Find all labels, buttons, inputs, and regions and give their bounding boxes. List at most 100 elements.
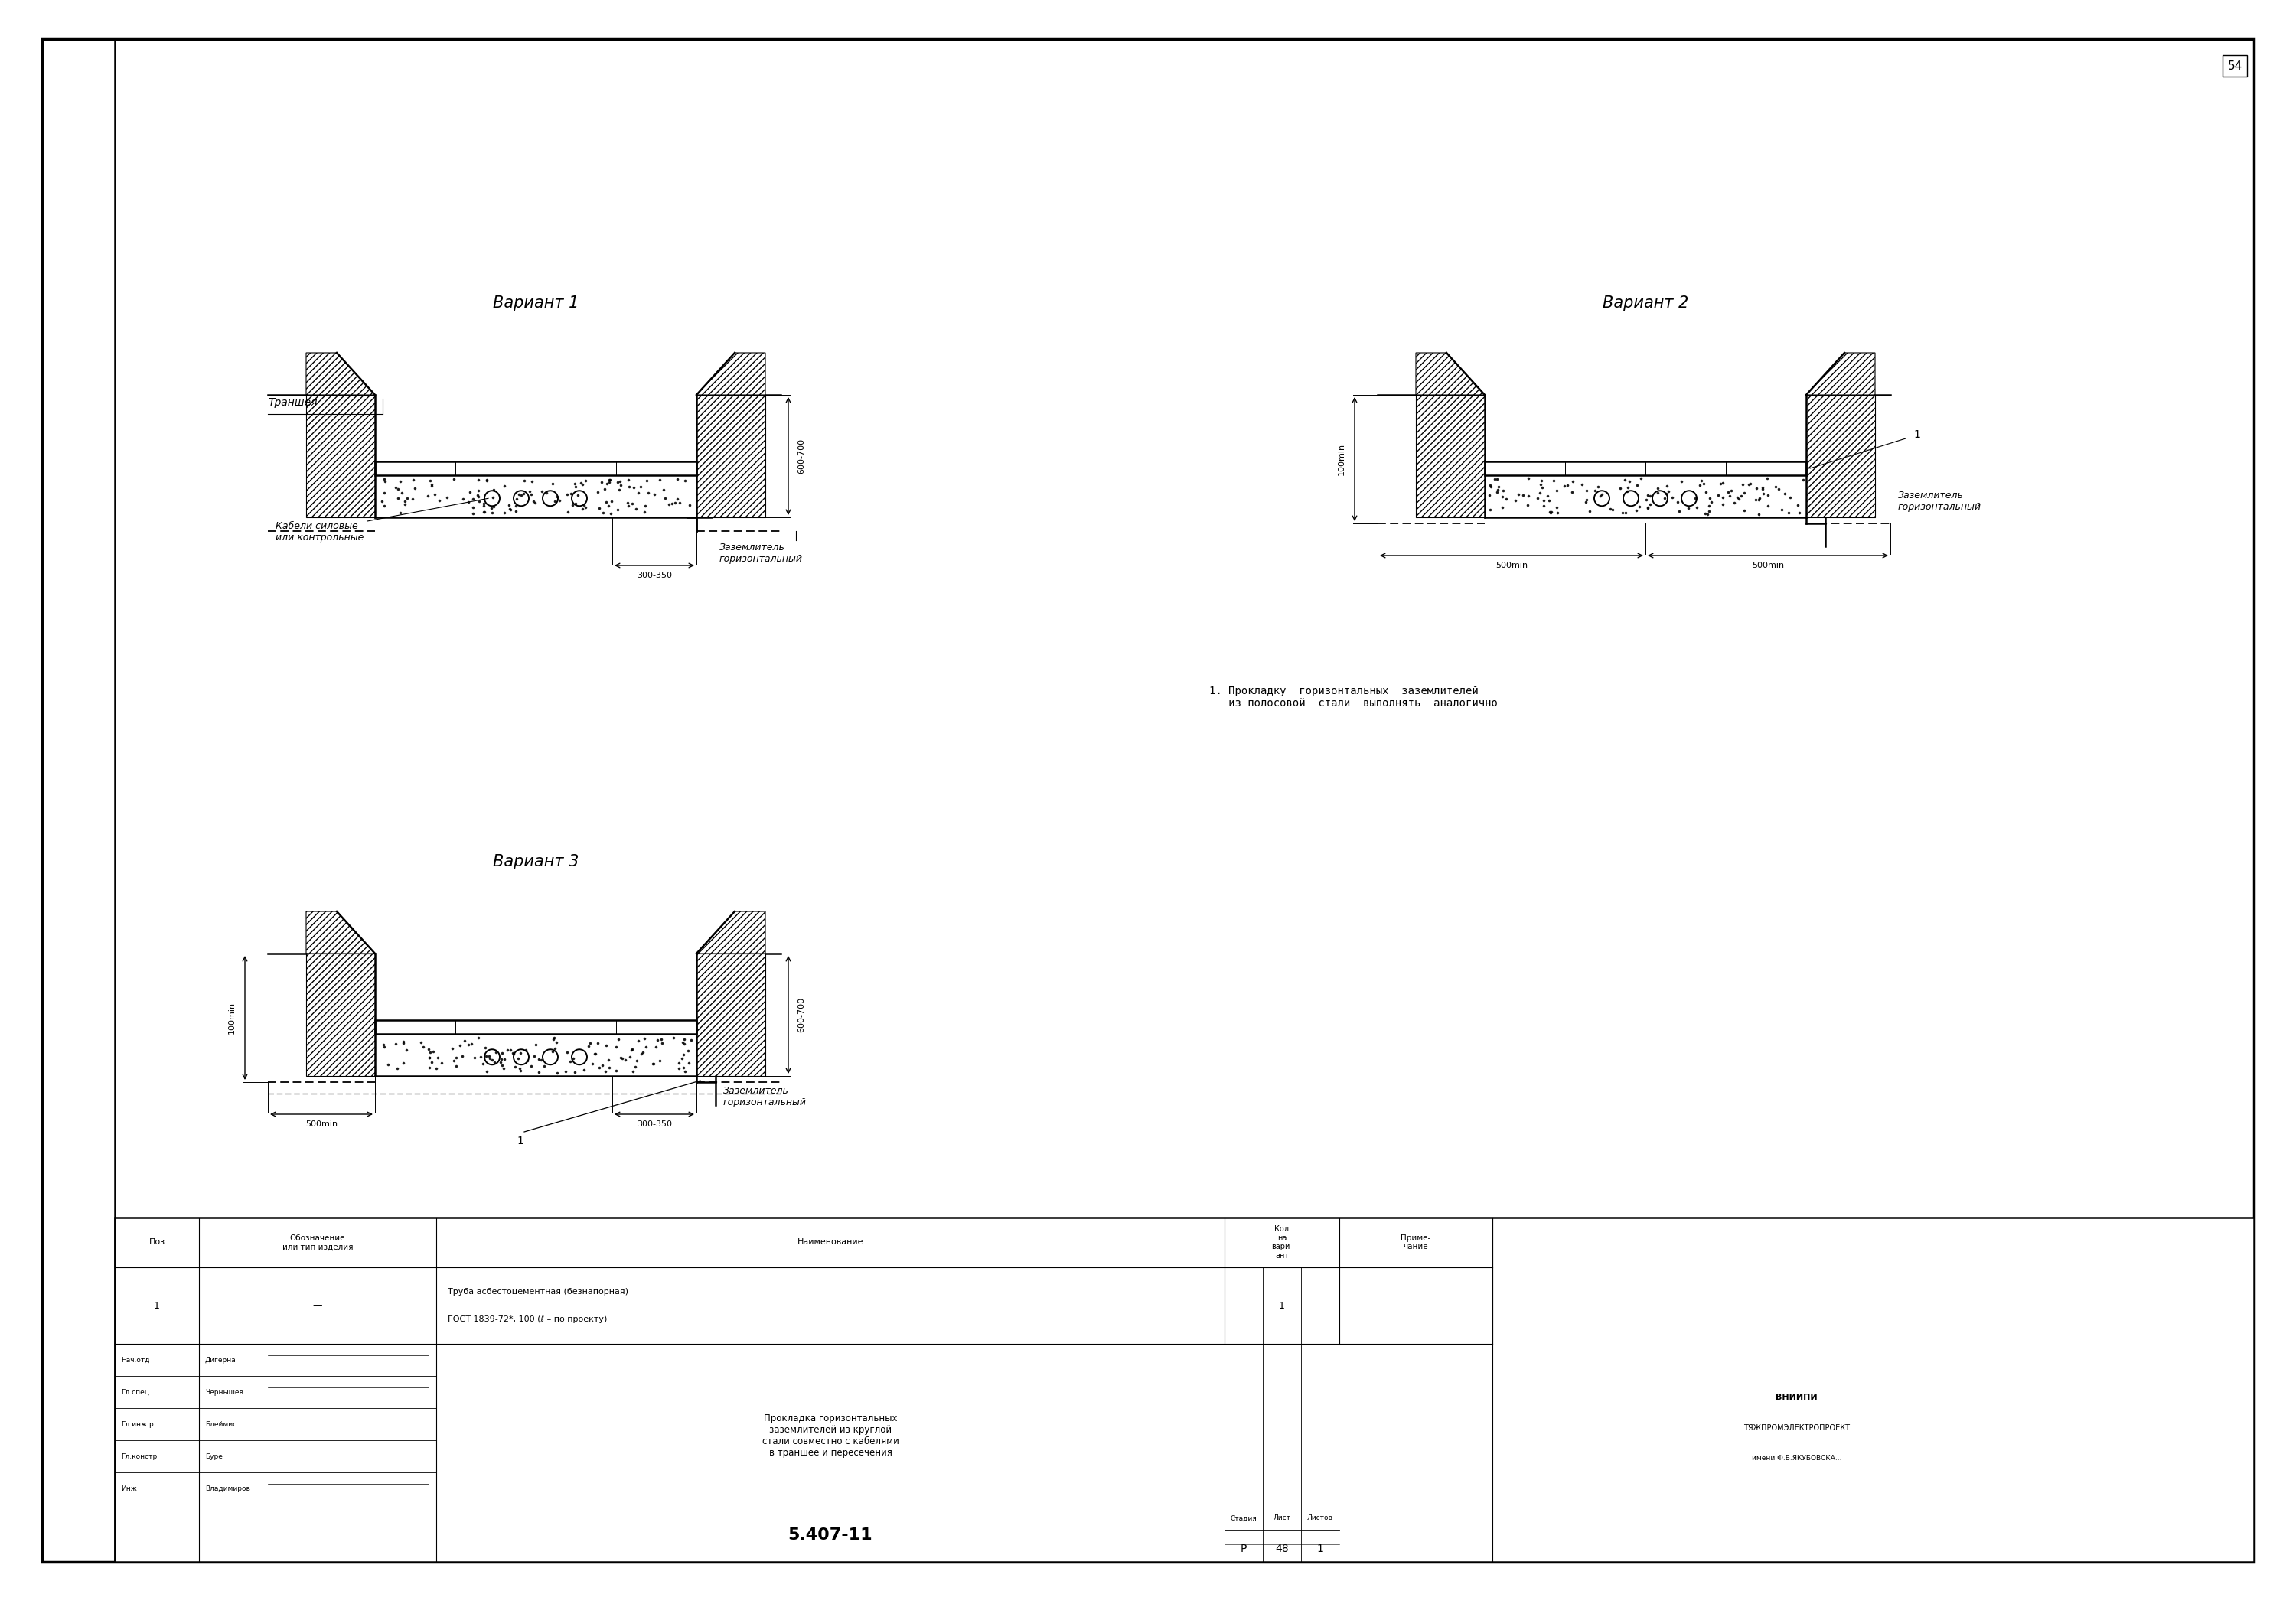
Point [535,1038,572,1063]
Point [413,473,450,499]
Point [1704,484,1740,510]
Point [416,1039,452,1065]
Point [1479,467,1515,492]
Point [386,489,422,515]
Point [572,1030,608,1055]
Point [565,496,602,521]
Point [1683,468,1720,494]
Point [654,1025,691,1051]
Point [1472,481,1508,507]
Point [627,499,664,525]
Point [602,1044,638,1070]
Point [553,492,590,518]
Point [1678,494,1715,520]
Point [590,1055,627,1081]
Point [1662,468,1699,494]
Point [670,1038,707,1063]
Point [420,1044,457,1070]
Point [1522,468,1559,494]
Point [409,483,445,508]
Point [459,483,496,508]
Text: Лист: Лист [1272,1514,1290,1522]
Point [1701,472,1738,497]
Point [501,481,537,507]
Text: Буре: Буре [204,1453,223,1460]
Text: 1. Прокладку  горизонтальных  заземлителей
   из полосовой  стали  выполнять  ан: 1. Прокладку горизонтальных заземлителей… [1210,685,1497,709]
Point [365,467,402,492]
Point [558,475,595,500]
Point [611,473,647,499]
Point [1745,475,1782,500]
Point [537,489,574,515]
Point [535,1025,572,1051]
Point [1711,483,1747,508]
Point [1740,488,1777,513]
Text: Нач.отд: Нач.отд [122,1357,149,1363]
Point [673,1027,709,1052]
Point [416,481,452,507]
Point [613,1036,650,1062]
Text: Приме-
чание: Приме- чание [1401,1233,1430,1251]
Point [478,1039,514,1065]
Point [459,1025,496,1051]
Point [471,1046,507,1071]
Point [645,476,682,502]
Point [512,1052,549,1078]
Point [1483,494,1520,520]
Point [473,496,510,521]
Point [1681,473,1717,499]
Text: 300-350: 300-350 [636,571,673,579]
Point [666,1059,703,1084]
Point [537,1030,574,1055]
Point [608,491,645,516]
Point [1699,483,1736,508]
Point [1688,480,1724,505]
Point [1603,475,1639,500]
Point [1692,486,1729,512]
Point [365,1035,402,1060]
Point [496,1041,533,1067]
Point [1738,475,1775,500]
Point [592,489,629,515]
Point [592,467,629,492]
Point [588,472,625,497]
Point [613,491,650,516]
Text: Вариант 2: Вариант 2 [1603,295,1688,311]
Text: Заземлитель
горизонтальный: Заземлитель горизонтальный [719,542,804,565]
Point [1525,475,1561,500]
Text: Траншея: Траншея [269,398,317,407]
Point [611,467,647,492]
Point [576,1041,613,1067]
Point [514,489,551,515]
Point [599,1027,636,1052]
Point [468,468,505,494]
Point [1472,472,1508,497]
Point [484,1055,521,1081]
Point [365,492,402,518]
Point [367,468,404,494]
Point [450,489,487,515]
Point [1609,478,1646,504]
Point [579,1030,615,1055]
Text: Гл.спец: Гл.спец [122,1389,149,1395]
Point [560,483,597,508]
Point [1761,476,1798,502]
Point [528,480,565,505]
Bar [115,1217,2255,1562]
Point [365,480,402,505]
Point [452,480,489,505]
Point [455,500,491,526]
Point [386,1028,422,1054]
Point [1531,500,1568,526]
Point [615,475,652,500]
Text: 1: 1 [1913,430,1919,439]
Point [1630,494,1667,520]
Point [514,468,551,494]
Point [661,489,698,515]
Polygon shape [1417,395,1486,518]
Text: Инж: Инж [122,1485,138,1492]
Point [482,1049,519,1075]
Text: Стадия: Стадия [1231,1514,1256,1522]
Point [482,1046,519,1071]
Polygon shape [1417,353,1486,395]
